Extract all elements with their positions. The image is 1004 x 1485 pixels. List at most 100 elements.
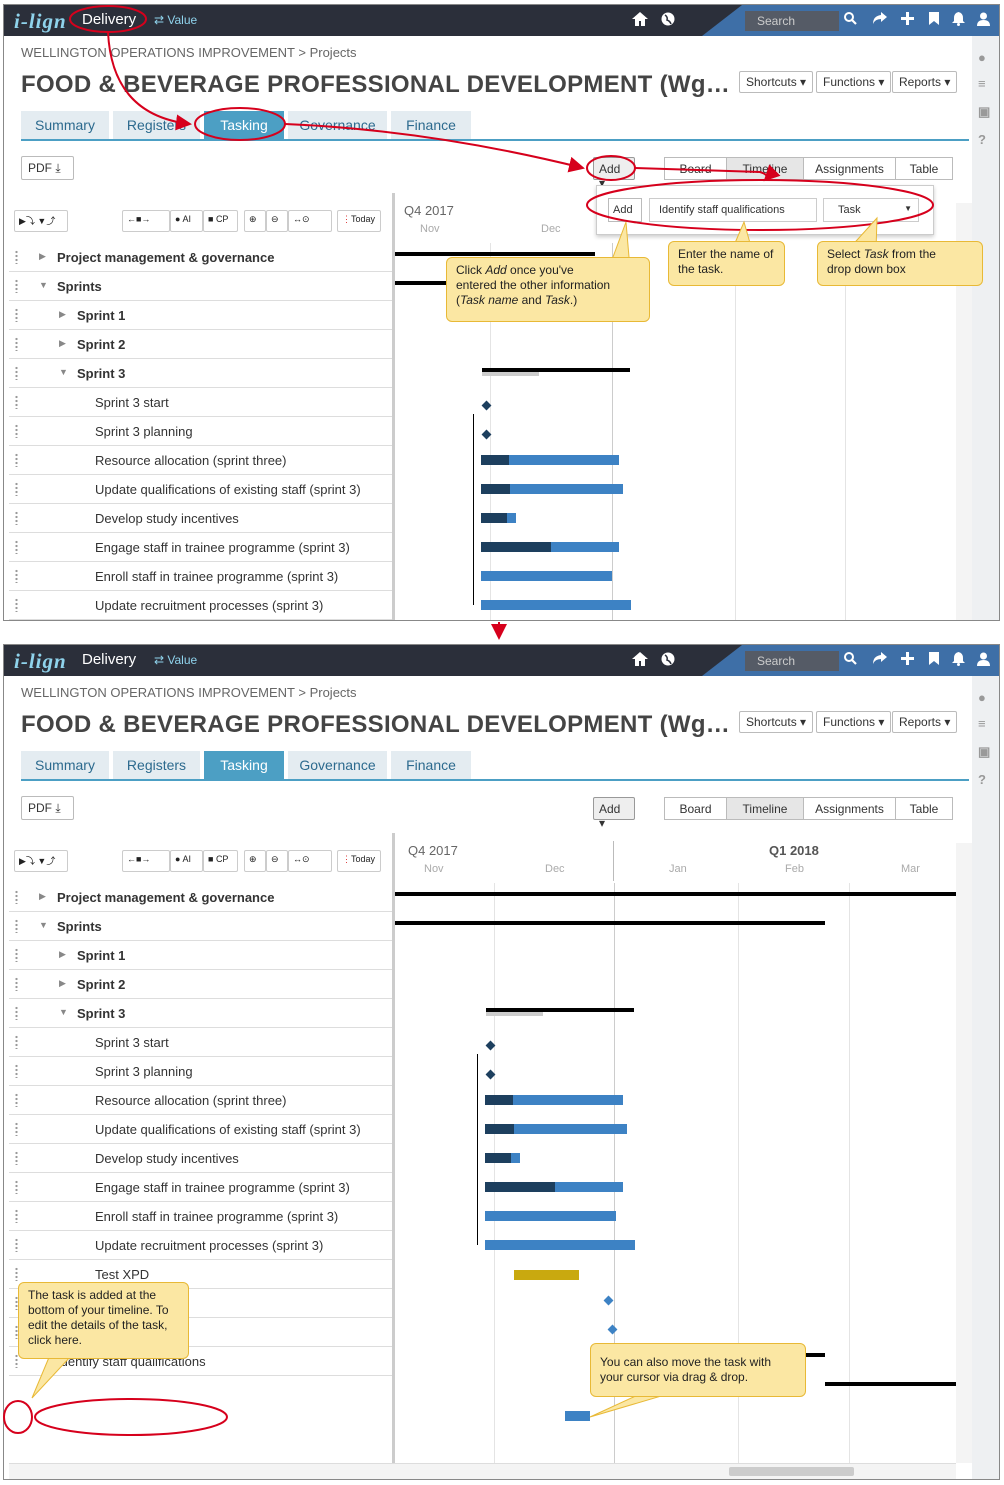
task-row[interactable]: Sprint 3 start — [9, 388, 392, 417]
functions-button[interactable]: Functions ▾ — [816, 71, 892, 93]
pdf-button[interactable]: PDF ⤓ — [21, 156, 74, 180]
view-board[interactable]: Board — [664, 157, 727, 180]
task-row[interactable]: Develop study incentives — [9, 504, 392, 533]
drag-handle-icon[interactable] — [15, 1325, 18, 1339]
view-timeline[interactable]: Timeline — [726, 797, 804, 820]
task-bar[interactable] — [485, 1124, 627, 1134]
task-row[interactable]: ▶ Sprint 2 — [9, 970, 392, 999]
bookmark-icon[interactable] — [929, 652, 939, 665]
task-row[interactable]: Resource allocation (sprint three) — [9, 1086, 392, 1115]
drag-handle-icon[interactable] — [15, 890, 18, 904]
zoom-fit-icon[interactable]: ↔⊙ — [288, 850, 332, 872]
drag-handle-icon[interactable] — [15, 1006, 18, 1020]
plus-icon[interactable] — [901, 652, 914, 665]
summary-bar[interactable] — [395, 892, 957, 896]
sprint3-summary-bar[interactable] — [486, 1008, 634, 1012]
collapse-icon[interactable]: ▼ — [59, 1007, 68, 1017]
add-button[interactable]: Add ▾ — [593, 157, 635, 190]
share-icon[interactable] — [872, 12, 887, 25]
task-row[interactable]: ▶ Sprint 1 — [9, 301, 392, 330]
drag-handle-icon[interactable] — [15, 977, 18, 991]
drag-handle-icon[interactable] — [15, 1122, 18, 1136]
task-bar[interactable] — [485, 1211, 616, 1221]
view-table[interactable]: Table — [895, 157, 953, 180]
expand-icon[interactable]: ▶ — [59, 338, 66, 348]
drag-handle-icon[interactable] — [15, 1354, 18, 1368]
comment-icon[interactable]: ● — [978, 50, 986, 65]
functions-button[interactable]: Functions ▾ — [816, 711, 892, 733]
drag-handle-icon[interactable] — [15, 1267, 18, 1281]
drag-handle-icon[interactable] — [15, 1296, 18, 1310]
task-row[interactable]: Enroll staff in trainee programme (sprin… — [9, 1202, 392, 1231]
drag-handle-icon[interactable] — [15, 948, 18, 962]
vertical-scrollbar[interactable] — [956, 843, 972, 1463]
globe-icon[interactable] — [661, 652, 675, 666]
home-icon[interactable] — [632, 652, 648, 666]
zoom-out-icon[interactable]: ⊖ — [266, 210, 288, 232]
zoom-in-icon[interactable]: ⊕ — [244, 210, 266, 232]
today-button[interactable]: ⋮Today — [337, 210, 381, 232]
tab-finance[interactable]: Finance — [391, 111, 471, 139]
drag-handle-icon[interactable] — [15, 511, 18, 525]
task-row[interactable]: Update qualifications of existing staff … — [9, 1115, 392, 1144]
view-assignments[interactable]: Assignments — [803, 797, 896, 820]
zoom-out-icon[interactable]: ⊖ — [266, 850, 288, 872]
milestone-marker[interactable] — [607, 1324, 618, 1335]
bookmark-icon[interactable] — [929, 12, 939, 25]
milestone-marker[interactable] — [603, 1295, 614, 1306]
task-bar[interactable] — [481, 600, 631, 610]
shortcuts-button[interactable]: Shortcuts ▾ — [739, 711, 814, 733]
drag-handle-icon[interactable] — [15, 250, 18, 264]
tab-summary[interactable]: Summary — [21, 751, 109, 779]
search-input[interactable]: Search — [745, 11, 839, 31]
move-arrows-icon[interactable]: ←■→ — [122, 210, 170, 232]
drag-handle-icon[interactable] — [15, 482, 18, 496]
drag-handle-icon[interactable] — [15, 1093, 18, 1107]
indent-outdent-icon[interactable]: ▶⤵ ▼⤴ — [14, 850, 68, 872]
home-icon[interactable] — [632, 12, 648, 26]
user-icon[interactable] — [977, 12, 990, 26]
reports-button[interactable]: Reports ▾ — [892, 71, 958, 93]
plus-icon[interactable] — [901, 12, 914, 25]
task-bar[interactable] — [485, 1095, 623, 1105]
task-bar[interactable] — [481, 455, 619, 465]
expand-icon[interactable]: ▶ — [59, 309, 66, 319]
expand-icon[interactable]: ▶ — [39, 251, 46, 261]
collapse-icon[interactable]: ▼ — [39, 920, 48, 930]
tab-registers[interactable]: Registers — [113, 111, 200, 139]
delivery-nav-link[interactable]: Delivery — [82, 651, 137, 668]
search-icon[interactable] — [844, 12, 857, 25]
auto-schedule-button[interactable]: ● AI — [170, 850, 203, 872]
drag-handle-icon[interactable] — [15, 540, 18, 554]
view-board[interactable]: Board — [664, 797, 727, 820]
reports-button[interactable]: Reports ▾ — [892, 711, 958, 733]
task-row[interactable]: ▼ Sprint 3 — [9, 999, 392, 1028]
task-bar[interactable] — [481, 484, 623, 494]
collapse-icon[interactable]: ▼ — [59, 367, 68, 377]
add-button[interactable]: Add ▾ — [593, 797, 635, 830]
critical-path-button[interactable]: ■ CP — [203, 210, 238, 232]
pane-splitter[interactable] — [392, 833, 395, 1479]
critical-path-button[interactable]: ■ CP — [203, 850, 238, 872]
drag-handle-icon[interactable] — [15, 279, 18, 293]
drag-handle-icon[interactable] — [15, 366, 18, 380]
value-nav-link[interactable]: ⇄ Value — [154, 13, 198, 27]
test-xpd-bar[interactable] — [514, 1270, 579, 1280]
tab-governance[interactable]: Governance — [288, 111, 387, 139]
zoom-in-icon[interactable]: ⊕ — [244, 850, 266, 872]
zoom-fit-icon[interactable]: ↔⊙ — [288, 210, 332, 232]
collapse-icon[interactable]: ▼ — [39, 280, 48, 290]
task-bar[interactable] — [481, 571, 612, 581]
drag-handle-icon[interactable] — [15, 1209, 18, 1223]
tab-governance[interactable]: Governance — [288, 751, 387, 779]
summary-bar[interactable] — [395, 252, 595, 256]
task-row[interactable]: ▼ Sprint 3 — [9, 359, 392, 388]
drag-handle-icon[interactable] — [15, 424, 18, 438]
task-row[interactable]: ▼ Sprints — [9, 912, 392, 941]
search-icon[interactable] — [844, 652, 857, 665]
list-icon[interactable]: ≡ — [978, 76, 986, 91]
bell-icon[interactable] — [952, 652, 965, 666]
drag-handle-icon[interactable] — [15, 919, 18, 933]
task-row[interactable]: Develop study incentives — [9, 1144, 392, 1173]
drag-handle-icon[interactable] — [15, 453, 18, 467]
